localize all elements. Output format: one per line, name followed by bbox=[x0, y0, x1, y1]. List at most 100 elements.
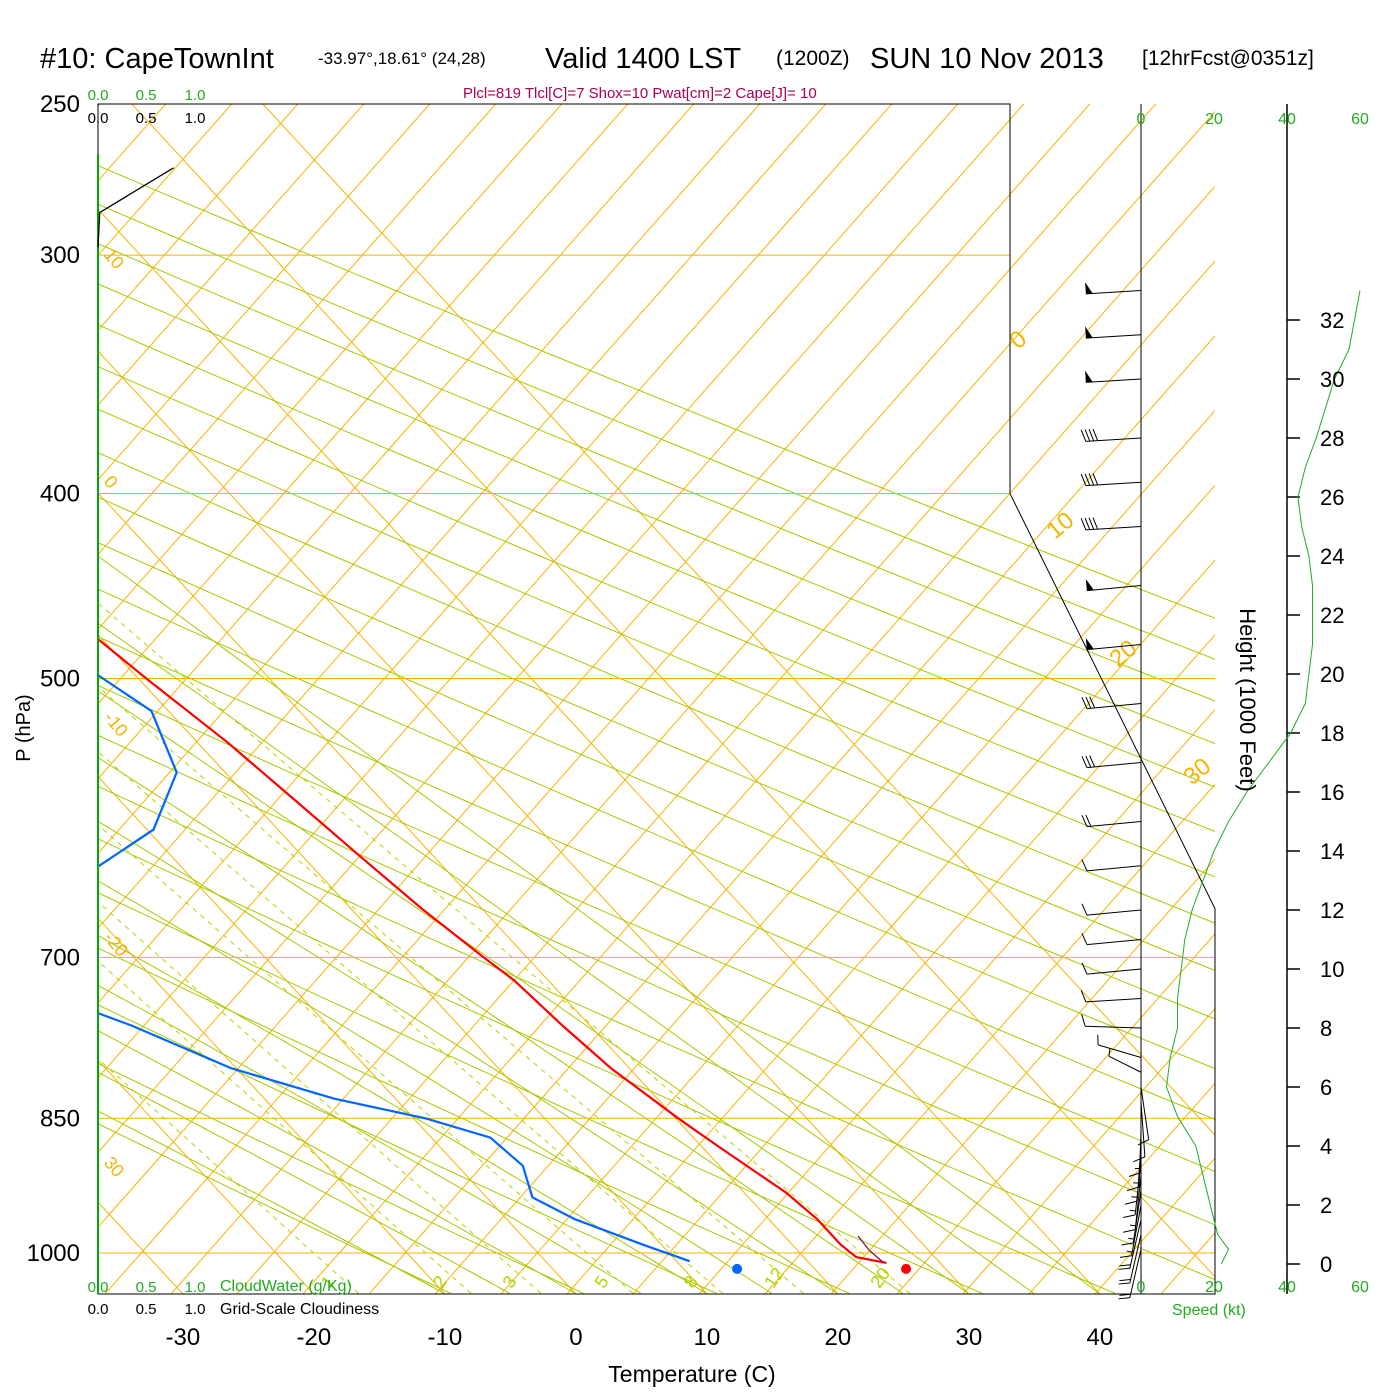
wind-barb-flag bbox=[1119, 1255, 1132, 1258]
isotherm-left-label: 0 bbox=[100, 472, 122, 493]
adiabat-line bbox=[698, 708, 1215, 1294]
moist-adiabat bbox=[98, 1110, 445, 1294]
wind-barb-half-flag bbox=[1129, 1209, 1136, 1212]
wind-barb-flag bbox=[1081, 815, 1088, 827]
isotherm-right-label: 10 bbox=[1042, 507, 1080, 545]
adiabat-line bbox=[98, 104, 761, 855]
dewpoint-profile-line bbox=[98, 673, 691, 1263]
dry-adiabat bbox=[98, 243, 1215, 702]
adiabat-line bbox=[830, 858, 1215, 1294]
wind-barb-flag bbox=[1081, 697, 1088, 709]
isotherm-line bbox=[98, 350, 970, 1294]
utc-time: (1200Z) bbox=[776, 47, 850, 70]
wind-barb-staff bbox=[1086, 703, 1142, 710]
moist-adiabat bbox=[98, 555, 1100, 1294]
mixing-ratio-line bbox=[98, 960, 472, 1294]
wind-barb-flag bbox=[1121, 1242, 1134, 1246]
wind-barb-flag bbox=[1092, 428, 1099, 441]
height-tick-label: 18 bbox=[1320, 721, 1344, 746]
speed-tick-label: 20 bbox=[1205, 111, 1223, 128]
cloudiness-scale-label: 1.0 bbox=[185, 1301, 206, 1318]
wind-barb-staff bbox=[1140, 1101, 1146, 1157]
dry-adiabat bbox=[98, 1062, 584, 1294]
wind-barb-flag bbox=[1123, 1214, 1136, 1218]
height-tick-label: 0 bbox=[1320, 1252, 1332, 1277]
dry-adiabat bbox=[98, 947, 850, 1294]
wind-barb bbox=[1080, 473, 1142, 487]
dry-adiabat bbox=[98, 1123, 452, 1294]
speed-tick-label: 40 bbox=[1278, 111, 1296, 128]
wind-barb bbox=[1118, 1219, 1142, 1270]
x-axis-title: Temperature (C) bbox=[608, 1361, 775, 1387]
wind-barb-flag bbox=[1084, 429, 1091, 442]
temperature-tick-label: 40 bbox=[1087, 1324, 1114, 1351]
adiabat-line bbox=[1240, 54, 1400, 1354]
wind-barb-flag bbox=[1085, 696, 1092, 709]
wind-barb-staff bbox=[1086, 821, 1142, 828]
wind-barb bbox=[1081, 933, 1142, 946]
isotherm-line bbox=[98, 1059, 315, 1294]
adiabat-line bbox=[98, 104, 629, 705]
wind-barb-flag bbox=[1081, 933, 1088, 945]
wind-barb-flag bbox=[1088, 473, 1095, 486]
wind-barb-flag bbox=[1089, 696, 1096, 709]
wind-barb-flag bbox=[1119, 1279, 1131, 1282]
isotherm-left-label: 30 bbox=[100, 1153, 128, 1181]
mixing-ratio-line bbox=[98, 824, 634, 1294]
wind-barb bbox=[1081, 859, 1142, 872]
dry-adiabat bbox=[98, 785, 1215, 1281]
wind-barb bbox=[1080, 990, 1142, 1003]
wind-barb-half-flag bbox=[1129, 1224, 1136, 1227]
dry-adiabat bbox=[98, 283, 1215, 745]
wind-barb bbox=[1118, 1249, 1142, 1300]
wind-barb-flag bbox=[1119, 1293, 1131, 1296]
adiabat-line bbox=[98, 104, 497, 556]
moist-adiabat bbox=[98, 756, 904, 1294]
isotherm-line bbox=[98, 208, 1101, 1294]
adiabat-line bbox=[98, 104, 695, 780]
cloud-water-scale-label: 1.0 bbox=[185, 1279, 206, 1296]
temperature-tick-label: 30 bbox=[956, 1324, 983, 1351]
dry-adiabat bbox=[98, 496, 1215, 972]
wind-barb-flag bbox=[1080, 990, 1087, 1003]
temperature-tick-label: -30 bbox=[166, 1324, 201, 1351]
wind-barb-pennant bbox=[1085, 326, 1093, 339]
adiabat-line bbox=[1372, 54, 1400, 1354]
height-tick-label: 8 bbox=[1320, 1016, 1332, 1041]
height-tick-label: 32 bbox=[1320, 308, 1344, 333]
wind-barb bbox=[1081, 903, 1142, 916]
wind-barb bbox=[1080, 517, 1142, 531]
cloudiness-scale-label: 0.0 bbox=[88, 1301, 109, 1318]
mixing-ratio-line bbox=[98, 901, 542, 1294]
adiabat-line bbox=[764, 783, 1215, 1294]
adiabat-line bbox=[566, 559, 1215, 1294]
wind-barb bbox=[1085, 579, 1142, 592]
wind-barb bbox=[1121, 1190, 1142, 1246]
forecast-run: [12hrFcst@0351z] bbox=[1142, 47, 1314, 70]
adiabat-line bbox=[1028, 1082, 1215, 1294]
wind-barb bbox=[1081, 1014, 1142, 1029]
wind-barb-flag bbox=[1128, 1172, 1142, 1177]
wind-barb-pennant bbox=[1085, 282, 1093, 294]
height-tick-label: 10 bbox=[1320, 957, 1344, 982]
dry-adiabat bbox=[98, 734, 1215, 1226]
wind-barb-flag bbox=[1080, 518, 1087, 531]
wind-barb-flag bbox=[1108, 1048, 1111, 1057]
wind-barb-flag bbox=[1081, 756, 1088, 768]
adiabat-line bbox=[170, 110, 1215, 1294]
isotherm-line bbox=[131, 104, 1215, 1278]
speed-tick-label: 60 bbox=[1351, 1279, 1369, 1296]
dry-adiabat bbox=[98, 542, 1215, 1020]
isotherm-line bbox=[98, 634, 708, 1294]
temperature-profile-line bbox=[98, 637, 887, 1264]
temperature-tick-label: 10 bbox=[694, 1324, 721, 1351]
mixing-ratio-label: 12 bbox=[760, 1264, 788, 1292]
cloud-water-label: CloudWater (g/Kg) bbox=[220, 1278, 352, 1295]
height-tick-label: 2 bbox=[1320, 1193, 1332, 1218]
adiabat-line bbox=[98, 104, 431, 481]
dry-adiabat bbox=[98, 588, 1215, 1070]
wind-barb bbox=[1108, 1048, 1142, 1073]
